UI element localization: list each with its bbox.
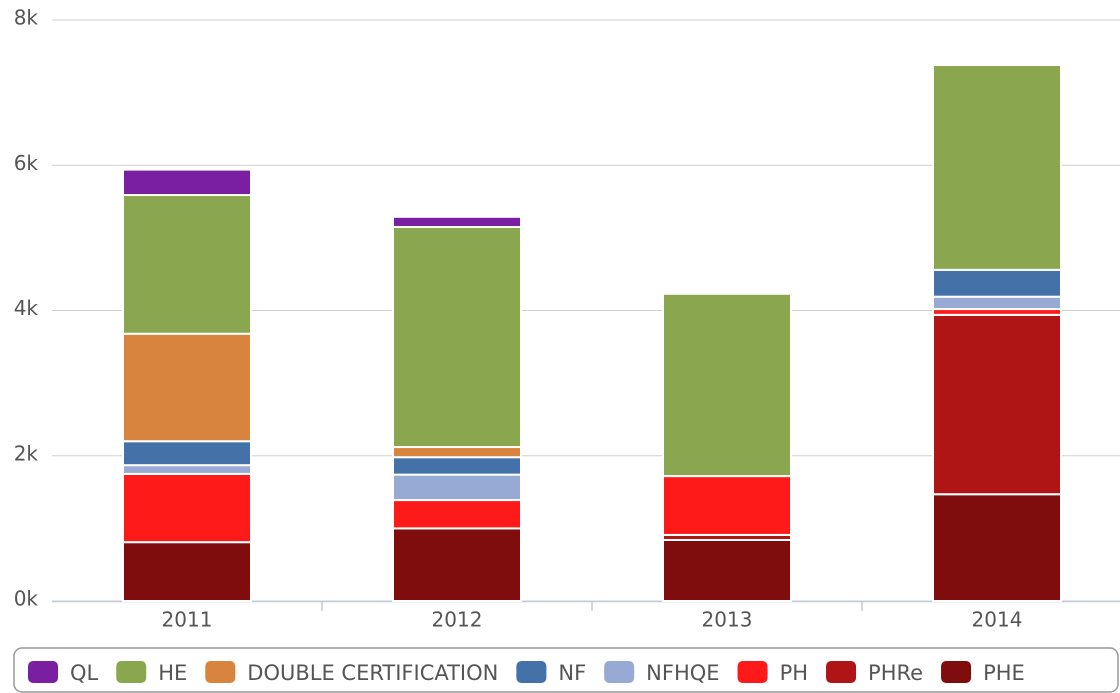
bar-segment — [392, 225, 522, 449]
bar-segment — [392, 473, 522, 502]
legend-label: QL — [70, 661, 99, 685]
bar-segment — [932, 295, 1062, 311]
x-tick-label: 2012 — [432, 608, 483, 632]
bar-segment — [392, 215, 522, 228]
x-tick-label: 2013 — [702, 608, 753, 632]
bar-segment — [662, 475, 792, 536]
bar-segment — [122, 440, 252, 467]
legend-label: HE — [158, 661, 187, 685]
legend-swatch — [826, 661, 857, 683]
bar-segment — [122, 332, 252, 443]
bar-segment — [392, 456, 522, 476]
bar-segment — [122, 168, 252, 197]
bar-segment — [932, 268, 1062, 298]
legend-label: PH — [780, 661, 808, 685]
bar-segment — [392, 446, 522, 459]
bar-segment — [122, 464, 252, 475]
bar-segment — [392, 527, 522, 602]
legend-label: NF — [558, 661, 586, 685]
legend-label: PHE — [983, 661, 1025, 685]
bar-segment — [662, 292, 792, 478]
legend-swatch — [116, 661, 147, 683]
legend-swatch — [28, 661, 58, 683]
y-tick-label: 8k — [14, 6, 39, 30]
x-tick-label: 2011 — [162, 608, 213, 632]
bar-segment — [932, 313, 1062, 496]
x-tick-label: 2014 — [972, 608, 1023, 632]
bar-segment — [122, 472, 252, 544]
bar-segment — [392, 499, 522, 530]
y-tick-label: 6k — [14, 151, 39, 175]
bar-segment — [122, 194, 252, 335]
legend-label: PHRe — [868, 661, 923, 685]
legend-label: DOUBLE CERTIFICATION — [247, 661, 498, 685]
legend-swatch — [516, 661, 547, 683]
y-tick-label: 0k — [14, 587, 39, 611]
bar-segment — [932, 493, 1062, 602]
legend-swatch — [205, 661, 236, 683]
legend-swatch — [737, 661, 768, 683]
bar-segment — [122, 541, 252, 603]
y-tick-label: 4k — [14, 296, 39, 320]
legend-swatch — [941, 661, 972, 683]
legend-label: NFHQE — [646, 661, 719, 685]
bar-segment — [662, 538, 792, 602]
legend-swatch — [604, 661, 635, 683]
bar-segment — [932, 64, 1062, 271]
y-tick-label: 2k — [14, 441, 39, 465]
